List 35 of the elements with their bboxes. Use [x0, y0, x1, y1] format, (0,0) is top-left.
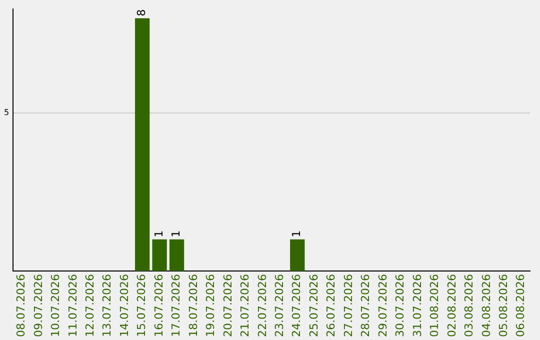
- x-tick-label: 29.07.2026: [376, 274, 390, 338]
- x-tick-label: 12.07.2026: [83, 274, 96, 338]
- data-label: 8: [135, 9, 148, 16]
- data-label: 1: [170, 230, 183, 238]
- data-label: 1: [152, 230, 166, 238]
- x-tick-label: 22.07.2026: [256, 274, 269, 338]
- x-tick-label: 25.07.2026: [307, 274, 320, 338]
- x-tick-label: 24.07.2026: [290, 274, 304, 338]
- x-tick-label: 05.08.2026: [497, 274, 510, 338]
- x-tick-label: 23.07.2026: [273, 274, 286, 338]
- x-tick-label: 08.07.2026: [14, 274, 28, 338]
- x-tick-label: 11.07.2026: [66, 274, 80, 338]
- x-tick-label: 30.07.2026: [394, 274, 407, 338]
- x-tick-label: 02.08.2026: [445, 274, 458, 338]
- x-tick-label: 04.08.2026: [480, 274, 493, 338]
- x-tick-label: 17.07.2026: [170, 274, 183, 338]
- data-label: 1: [290, 230, 304, 238]
- x-tick-label: 31.07.2026: [410, 274, 424, 338]
- x-tick-label: 14.07.2026: [118, 274, 131, 338]
- y-tick-label: 5: [4, 108, 10, 118]
- x-tick-label: 27.07.2026: [342, 274, 355, 338]
- x-tick-label: 01.08.2026: [428, 274, 442, 338]
- x-tick-label: 16.07.2026: [152, 274, 166, 338]
- x-tick-label: 10.07.2026: [49, 274, 62, 338]
- x-tick-label: 09.07.2026: [32, 274, 45, 338]
- x-tick-label: 28.07.2026: [359, 274, 372, 338]
- x-tick-label: 19.07.2026: [204, 274, 218, 338]
- x-tick-label: 06.08.2026: [514, 274, 528, 338]
- x-tick-label: 18.07.2026: [186, 274, 200, 338]
- x-tick-label: 03.08.2026: [462, 274, 476, 338]
- x-tick-label: 20.07.2026: [221, 274, 234, 338]
- x-tick-label: 21.07.2026: [238, 274, 252, 338]
- x-tick-label: 13.07.2026: [100, 274, 114, 338]
- x-tick-label: 26.07.2026: [324, 274, 338, 338]
- x-tick-label: 15.07.2026: [135, 274, 148, 338]
